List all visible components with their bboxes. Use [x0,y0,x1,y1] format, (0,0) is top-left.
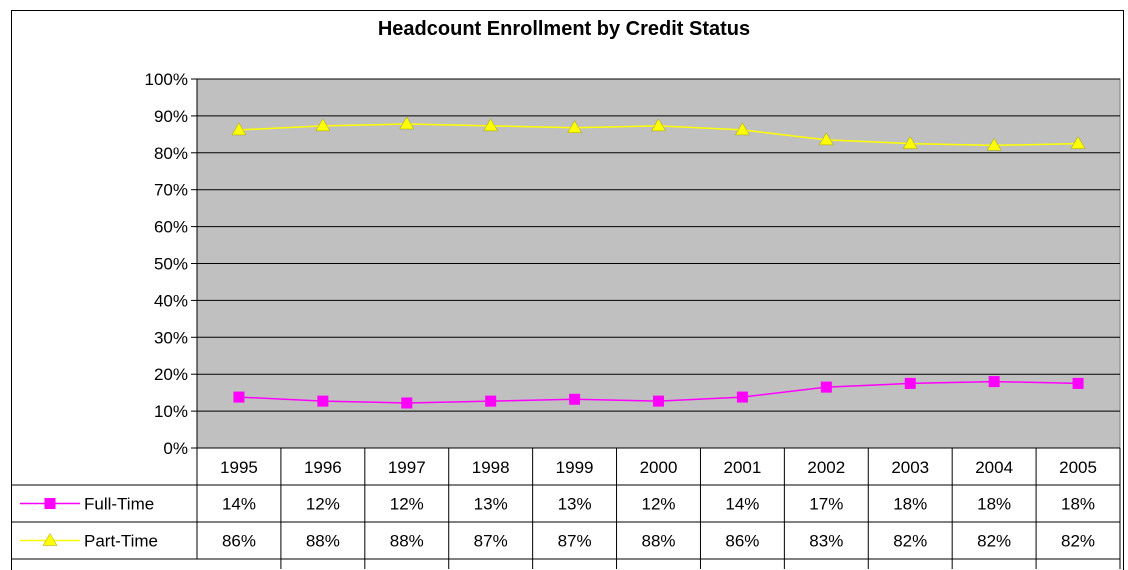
y-tick-label: 50% [154,255,188,274]
table-value: 82% [1061,532,1095,551]
table-value: 86% [725,532,759,551]
table-value: 83% [809,532,843,551]
table-value: 12% [306,495,340,514]
table-value: 82% [977,532,1011,551]
table-value: 12% [390,495,424,514]
table-value: 86% [222,532,256,551]
table-value: 18% [1061,495,1095,514]
table-value: 14% [222,495,256,514]
data-point-marker [734,122,750,136]
data-point-marker [399,116,415,130]
x-tick-label: 1997 [388,458,426,477]
data-point-marker [1072,377,1084,389]
x-tick-label: 1998 [472,458,510,477]
data-point-marker [902,136,918,149]
data-point-marker [988,376,1000,388]
data-point-marker [233,391,245,403]
x-tick-label: 2003 [891,458,929,477]
data-point-marker [904,377,916,389]
legend-key-marker [42,533,58,546]
y-tick-label: 80% [154,144,188,163]
table-value: 88% [306,532,340,551]
data-point-marker [401,397,413,409]
table-value: 13% [474,495,508,514]
data-point-marker [1070,136,1086,149]
legend-label: Part-Time [84,532,158,551]
y-tick-label: 20% [154,365,188,384]
x-tick-label: 2005 [1059,458,1097,477]
table-value: 87% [474,532,508,551]
table-value: 13% [558,495,592,514]
data-point-marker [315,118,331,132]
table-value: 88% [390,532,424,551]
x-tick-label: 2004 [975,458,1013,477]
x-tick-label: 2000 [640,458,678,477]
y-tick-label: 30% [154,328,188,347]
x-tick-label: 1995 [220,458,258,477]
y-tick-label: 40% [154,291,188,310]
table-value: 87% [558,532,592,551]
x-tick-label: 1996 [304,458,342,477]
y-tick-label: 100% [145,70,188,89]
y-tick-label: 70% [154,181,188,200]
table-value: 12% [641,495,675,514]
data-point-marker [485,395,497,407]
y-tick-label: 90% [154,107,188,126]
table-value: 82% [893,532,927,551]
data-point-marker [483,118,499,132]
data-point-marker [820,381,832,393]
y-tick-label: 0% [163,439,188,458]
table-value: 88% [641,532,675,551]
y-tick-label: 10% [154,402,188,421]
legend-key-marker [44,498,56,509]
legend-label: Full-Time [84,495,154,514]
data-point-marker [567,120,583,133]
data-point-marker [569,393,581,405]
x-tick-label: 2001 [723,458,761,477]
data-point-marker [653,395,664,407]
data-point-marker [986,137,1002,151]
table-value: 17% [809,495,843,514]
data-point-marker [651,118,666,132]
data-point-marker [317,395,329,407]
data-point-marker [231,122,247,136]
table-value: 18% [893,495,927,514]
table-value: 14% [725,495,759,514]
table-value: 18% [977,495,1011,514]
data-point-marker [818,132,834,146]
y-tick-label: 60% [154,218,188,237]
x-tick-label: 2002 [807,458,845,477]
x-tick-label: 1999 [556,458,594,477]
data-point-marker [736,391,748,403]
chart-title: Headcount Enrollment by Credit Status [377,18,751,40]
